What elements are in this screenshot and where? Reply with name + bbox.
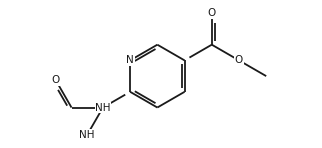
- Text: O: O: [208, 8, 216, 18]
- Text: O: O: [235, 55, 243, 65]
- Text: N: N: [126, 55, 134, 65]
- Text: NH: NH: [80, 130, 95, 140]
- Text: NH: NH: [95, 103, 111, 112]
- Text: O: O: [52, 75, 60, 85]
